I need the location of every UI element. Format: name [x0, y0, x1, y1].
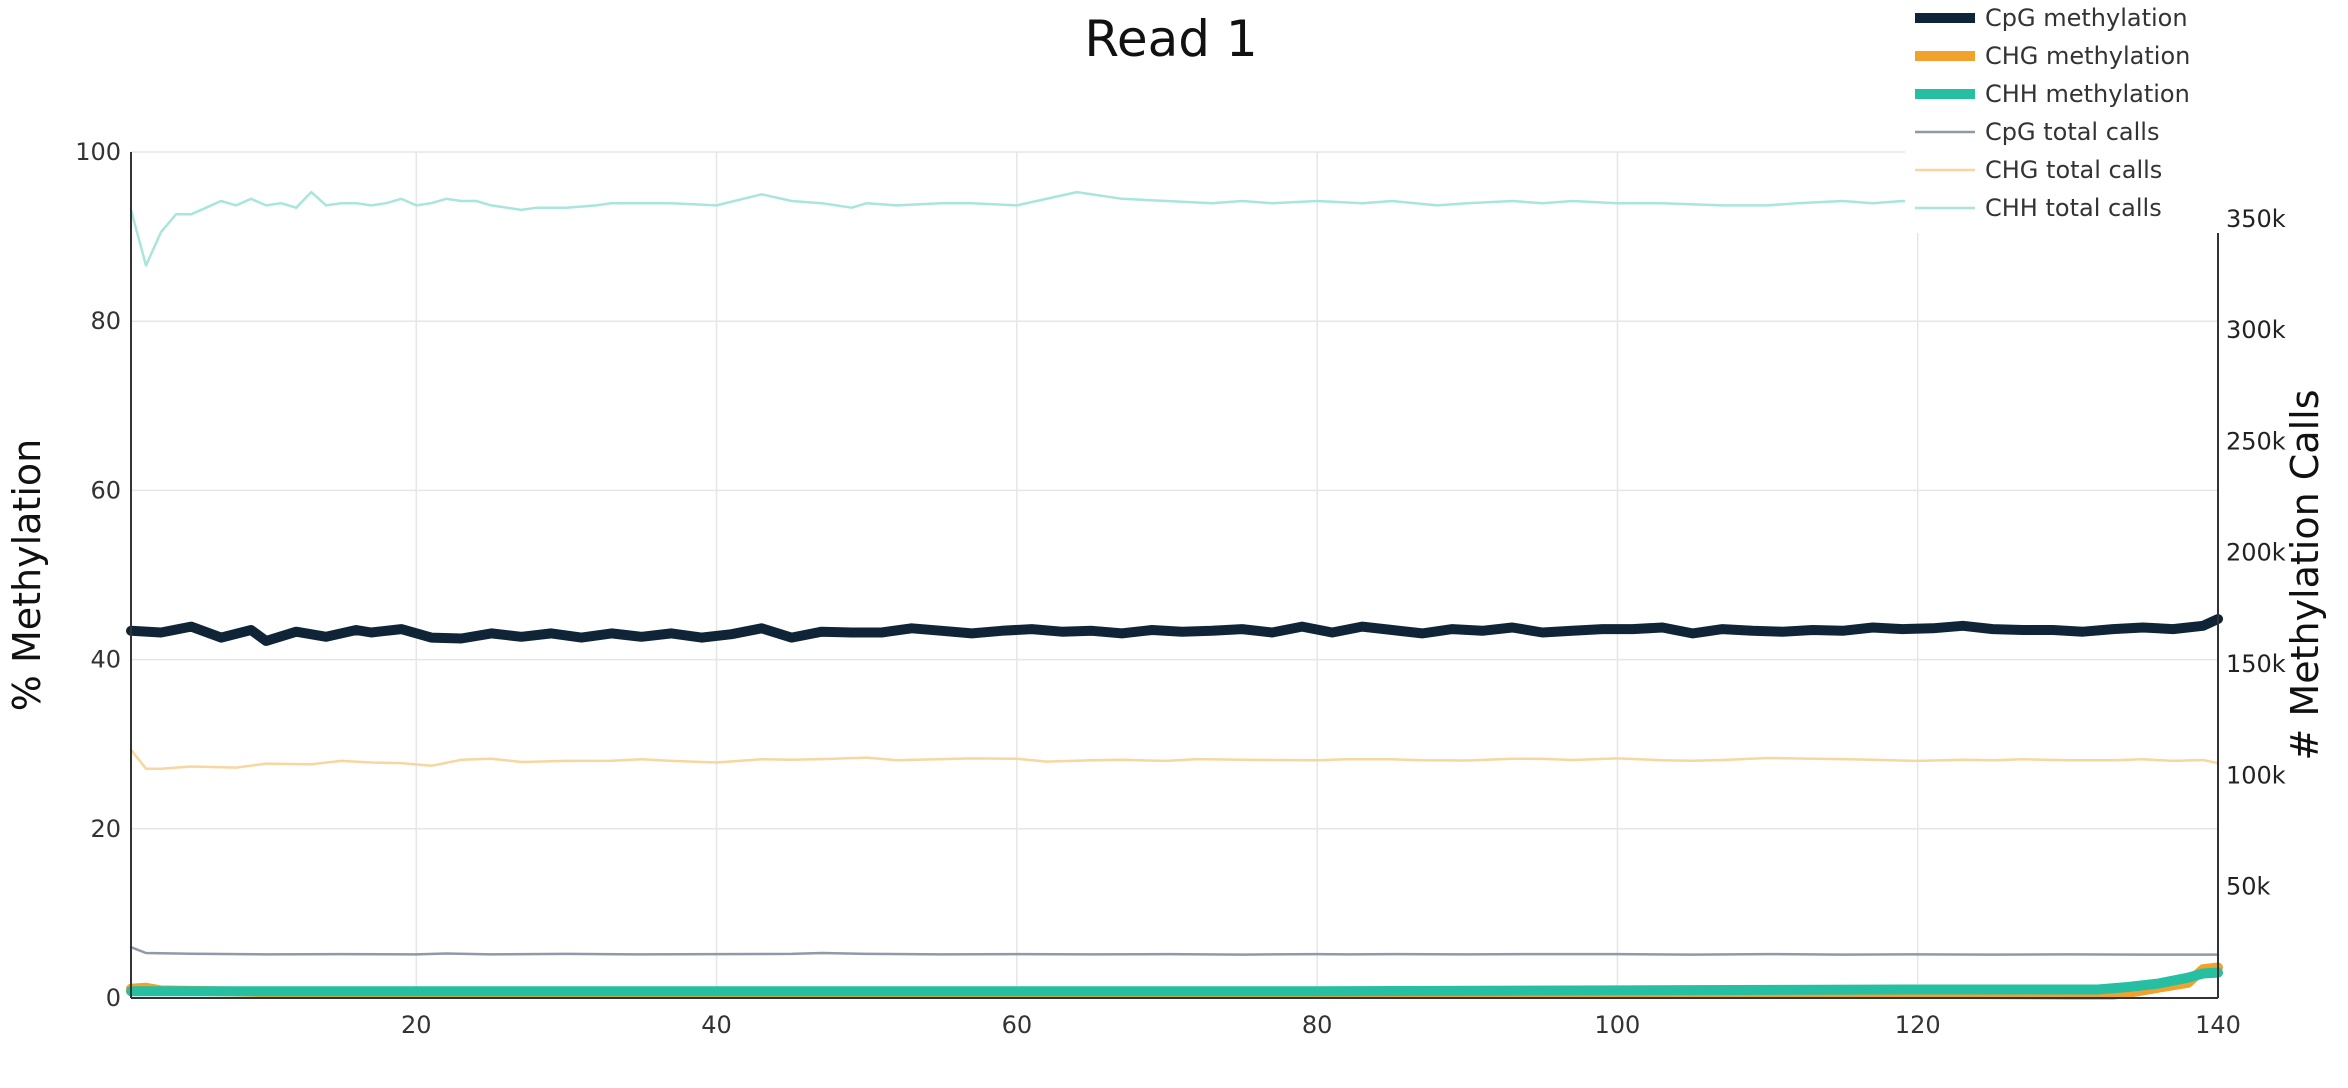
series-line-chh-total-calls — [129, 190, 2220, 267]
series-line-chg-total-calls — [129, 748, 2220, 770]
y2-tick-label: 300k — [2226, 316, 2286, 344]
grid-layer — [131, 151, 2218, 998]
legend-label-chg-total-calls: CHG total calls — [1985, 156, 2162, 184]
y-tick-label: 60 — [90, 476, 121, 504]
x-tick-label: 140 — [2195, 1011, 2241, 1039]
series-line-cpg-total-calls — [129, 945, 2220, 956]
series-line-chh-methylation — [126, 967, 2223, 997]
chart-title: Read 1 — [1084, 10, 1257, 68]
y2-tick-label: 350k — [2226, 205, 2286, 233]
legend-label-chg-methylation: CHG methylation — [1985, 42, 2190, 70]
x-tick-label: 120 — [1895, 1011, 1941, 1039]
y-tick-label: 0 — [106, 984, 121, 1012]
y-tick-label: 40 — [90, 646, 121, 674]
legend-label-chh-methylation: CHH methylation — [1985, 80, 2190, 108]
x-tick-label: 20 — [401, 1011, 432, 1039]
series-line-cpg-methylation — [126, 614, 2223, 646]
x-tick-label: 80 — [1302, 1011, 1333, 1039]
axis-layer — [130, 152, 2219, 999]
legend-label-cpg-total-calls: CpG total calls — [1985, 118, 2159, 146]
y2-tick-label: 250k — [2226, 427, 2286, 455]
series-layer — [126, 190, 2223, 1000]
y-tick-label: 100 — [75, 138, 121, 166]
y2-tick-label: 100k — [2226, 761, 2286, 789]
y2-tick-label: 150k — [2226, 650, 2286, 678]
y2-axis-label: # Methylation Calls — [2283, 389, 2327, 760]
legend: CpG methylation CHG methylation CHH methyl… — [1905, 0, 2223, 233]
legend-label-chh-total-calls: CHH total calls — [1985, 194, 2162, 222]
y2-tick-label: 50k — [2226, 873, 2271, 901]
x-tick-label: 100 — [1595, 1011, 1641, 1039]
y2-tick-label: 200k — [2226, 539, 2286, 567]
tick-layer: 20 40 60 80 100 120 140 0 20 40 60 80 100 50k 100k 150k… — [75, 138, 2286, 1039]
y-tick-label: 80 — [90, 307, 121, 335]
y-tick-label: 20 — [90, 815, 121, 843]
x-tick-label: 60 — [1002, 1011, 1033, 1039]
y-axis-label: % Methylation — [5, 439, 49, 711]
legend-background — [1905, 0, 2223, 233]
x-tick-label: 40 — [701, 1011, 732, 1039]
legend-label-cpg-methylation: CpG methylation — [1985, 4, 2188, 32]
